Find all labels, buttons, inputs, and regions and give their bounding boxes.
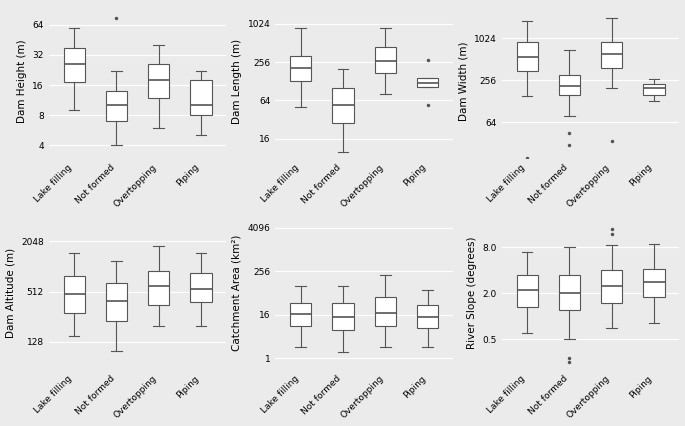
PathPatch shape [105, 91, 127, 121]
PathPatch shape [148, 271, 169, 305]
PathPatch shape [64, 48, 85, 82]
Y-axis label: River Slope (degrees): River Slope (degrees) [467, 237, 477, 349]
Y-axis label: Dam Width (m): Dam Width (m) [458, 42, 469, 121]
PathPatch shape [601, 42, 623, 68]
Y-axis label: Dam Height (m): Dam Height (m) [17, 40, 27, 124]
PathPatch shape [516, 275, 538, 308]
PathPatch shape [601, 271, 623, 303]
PathPatch shape [643, 83, 664, 95]
PathPatch shape [417, 305, 438, 328]
PathPatch shape [332, 302, 353, 330]
PathPatch shape [375, 297, 396, 326]
PathPatch shape [375, 46, 396, 73]
PathPatch shape [105, 283, 127, 321]
PathPatch shape [290, 56, 311, 81]
PathPatch shape [64, 276, 85, 314]
Y-axis label: Dam Altitude (m): Dam Altitude (m) [5, 248, 16, 338]
PathPatch shape [417, 78, 438, 87]
PathPatch shape [190, 273, 212, 302]
Y-axis label: Catchment Area (km²): Catchment Area (km²) [232, 235, 242, 351]
PathPatch shape [290, 302, 311, 326]
PathPatch shape [332, 88, 353, 123]
PathPatch shape [516, 42, 538, 71]
PathPatch shape [190, 80, 212, 115]
PathPatch shape [559, 75, 580, 95]
PathPatch shape [148, 64, 169, 98]
Y-axis label: Dam Length (m): Dam Length (m) [232, 39, 242, 124]
PathPatch shape [559, 275, 580, 310]
PathPatch shape [643, 269, 664, 296]
